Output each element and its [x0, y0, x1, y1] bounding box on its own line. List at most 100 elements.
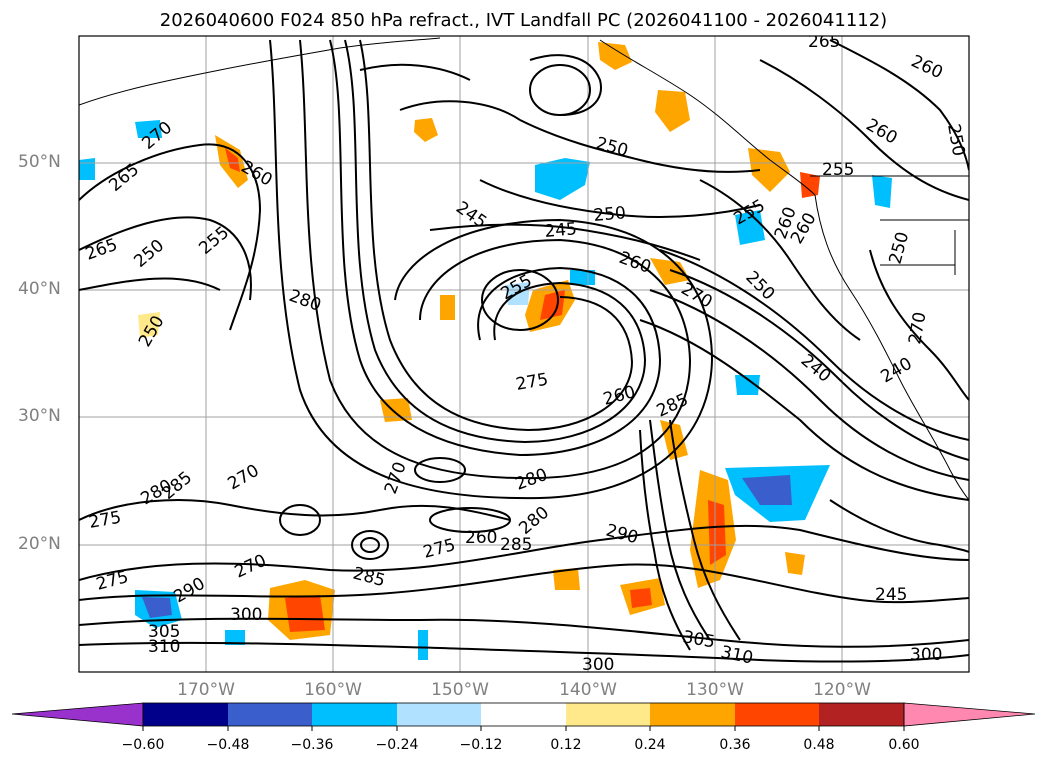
patch-negative: [535, 158, 590, 200]
shaded-patches: [79, 42, 892, 660]
contour-label: 245: [875, 585, 907, 605]
lon-label: 120°W: [813, 680, 871, 700]
colorbar-extend-low: [11, 702, 144, 727]
colorbar-tick-label: −0.24: [375, 737, 419, 753]
colorbar-tick-label: 0.24: [634, 737, 666, 753]
patch-negative: [142, 597, 172, 618]
lat-label: 20°N: [18, 534, 61, 554]
patch-positive: [630, 588, 652, 608]
colorbar-segment: [397, 703, 481, 726]
lat-label: 30°N: [18, 406, 61, 426]
contour-line: [79, 641, 969, 663]
lon-label: 140°W: [559, 680, 617, 700]
contour-line: [669, 269, 969, 461]
contour-label: 305: [148, 622, 180, 642]
colorbar-tick-label: 0.12: [550, 737, 582, 753]
colorbar-segment: [228, 703, 312, 726]
colorbar-tick-label: 0.36: [719, 737, 751, 753]
contour-line: [649, 289, 969, 481]
contour-label: 250: [593, 203, 627, 226]
lon-label: 170°W: [177, 680, 235, 700]
contour-closed: [360, 537, 380, 553]
contour-closed: [414, 457, 466, 483]
lon-label: 130°W: [686, 680, 744, 700]
contour-line: [519, 119, 761, 173]
lon-label: 150°W: [431, 680, 489, 700]
contour-line: [829, 39, 969, 171]
contour-label: 245: [544, 219, 578, 242]
colorbar-tick-label: −0.60: [121, 737, 165, 753]
patch-negative: [79, 158, 95, 180]
contour-closed: [429, 507, 511, 533]
contour-closed: [279, 504, 321, 536]
coastline-na-west: [814, 194, 969, 501]
patch-negative: [735, 375, 760, 395]
patch-positive: [785, 552, 805, 575]
colorbar-extend-high: [903, 702, 1036, 727]
contour-line: [869, 249, 969, 401]
contour-line: [829, 499, 969, 553]
colorbar-segment: [312, 703, 397, 726]
plot-title: 2026040600 F024 850 hPa refract., IVT La…: [159, 10, 888, 31]
map-plot-area: 265 260 270 265 260 250 245 250 255 260 …: [79, 32, 969, 675]
contour-line: [79, 277, 221, 291]
contour-closed: [529, 64, 591, 116]
contour-label: 260: [465, 528, 497, 548]
contour-closed: [481, 269, 559, 331]
contour-label: 310: [148, 637, 180, 657]
contour-label: 300: [910, 645, 942, 665]
patch-positive: [708, 500, 726, 565]
patch-positive: [650, 258, 690, 285]
map-frame: [78, 35, 970, 673]
contour-line: [529, 54, 602, 116]
patch-positive: [440, 295, 455, 320]
patch-positive: [553, 568, 580, 590]
colorbar-tick-label: 0.48: [803, 737, 835, 753]
contour-label: 300: [582, 655, 614, 675]
contour-line: [639, 319, 969, 501]
patch-positive: [655, 90, 690, 132]
contour-line: [669, 419, 741, 641]
colorbar-tick-label: −0.12: [459, 737, 503, 753]
contour-line: [79, 617, 969, 648]
patch-negative: [872, 175, 892, 208]
patch-positive: [285, 595, 325, 632]
patch-negative: [735, 210, 765, 245]
contour-label: 285: [500, 535, 532, 555]
contour-line: [429, 223, 701, 261]
patch-positive: [414, 118, 438, 142]
contour-line: [659, 249, 969, 441]
patch-positive: [598, 42, 632, 70]
contour-line: [639, 429, 691, 651]
colorbar-segment: [566, 703, 650, 726]
contour-line: [359, 39, 634, 432]
colorbar-tick-label: 0.60: [888, 737, 920, 753]
patch-positive: [748, 148, 790, 192]
contour-closed: [351, 530, 389, 560]
contour-line: [649, 419, 711, 641]
patch-negative: [570, 270, 595, 285]
colorbar-segment: [481, 703, 566, 726]
coastline-alaska: [79, 37, 441, 106]
contour-label: 265: [808, 32, 840, 52]
contour-label: 300: [230, 605, 262, 625]
colorbar-tick-label: −0.36: [290, 737, 334, 753]
patch-negative: [225, 630, 245, 645]
contour-line: [269, 39, 714, 500]
contour-line: [479, 179, 761, 218]
patch-positive: [800, 172, 820, 198]
colorbar-segment: [819, 703, 904, 726]
contour-line: [344, 39, 647, 444]
lat-label: 40°N: [18, 279, 61, 299]
contour-line: [699, 179, 861, 341]
contour-line: [399, 100, 521, 121]
lat-label: 50°N: [18, 152, 61, 172]
patch-negative: [418, 630, 428, 660]
colorbar: [11, 702, 1036, 731]
contour-line: [79, 499, 511, 521]
patch-positive: [138, 312, 160, 338]
colorbar-segment: [143, 703, 228, 726]
colorbar-segment: [735, 703, 819, 726]
contour-line: [79, 216, 252, 301]
